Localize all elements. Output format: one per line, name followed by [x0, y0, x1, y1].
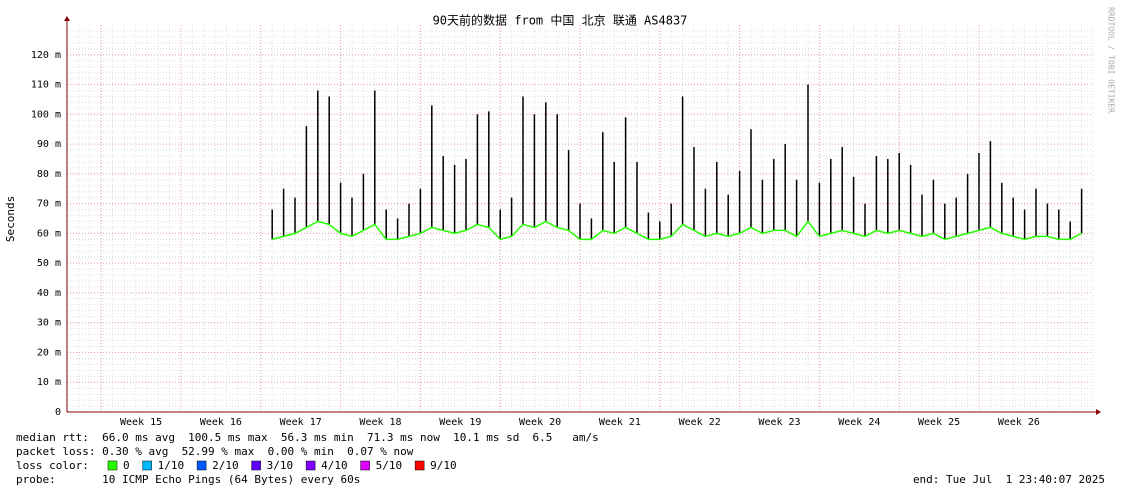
legend-swatch [142, 460, 152, 471]
y-tick-label: 30 m [37, 318, 61, 329]
x-tick-label: Week 23 [758, 417, 800, 428]
x-tick-label: Week 25 [918, 417, 960, 428]
legend-swatch [196, 460, 207, 471]
y-tick-label: 60 m [37, 228, 61, 239]
legend-label: 0 [123, 459, 130, 472]
legend-title: loss color: [16, 459, 89, 472]
y-tick-label: 80 m [37, 169, 61, 180]
y-tick-label: 110 m [31, 80, 61, 91]
chart-title: 90天前的数据 from 中国 北京 联通 AS4837 [433, 13, 688, 28]
x-tick-label: Week 22 [679, 417, 721, 428]
legend-swatch [251, 460, 261, 471]
x-tick-label: Week 16 [200, 417, 242, 428]
x-tick-label: Week 18 [359, 417, 401, 428]
legend-swatch [107, 460, 118, 471]
axis-arrow [64, 16, 70, 21]
legend-label: 5/10 [376, 459, 403, 472]
y-tick-label: 50 m [37, 258, 61, 269]
probe-info: probe: 10 ICMP Echo Pings (64 Bytes) eve… [16, 473, 360, 486]
x-tick-label: Week 24 [838, 417, 880, 428]
y-tick-label: 20 m [37, 347, 61, 358]
legend-label: 1/10 [158, 459, 185, 472]
y-tick-label: 100 m [31, 109, 61, 120]
legend-label: 3/10 [267, 459, 294, 472]
legend-label: 4/10 [321, 459, 348, 472]
x-tick-label: Week 26 [998, 417, 1040, 428]
stats-line: packet loss: 0.30 % avg 52.99 % max 0.00… [16, 445, 414, 458]
watermark: RRDTOOL / TOBI OETIKER [1107, 7, 1116, 113]
y-tick-label: 40 m [37, 288, 61, 299]
legend-swatch [360, 460, 370, 471]
legend-label: 9/10 [430, 459, 457, 472]
x-tick-label: Week 21 [599, 417, 641, 428]
stats-line: median rtt: 66.0 ms avg 100.5 ms max 56.… [16, 431, 599, 444]
legend-swatch [414, 460, 425, 471]
x-tick-label: Week 19 [439, 417, 481, 428]
legend-swatch [305, 460, 316, 471]
y-tick-label: 90 m [37, 139, 61, 150]
x-tick-label: Week 17 [280, 417, 322, 428]
y-tick-label: 120 m [31, 50, 61, 61]
y-tick-label: 70 m [37, 199, 61, 210]
median-line [272, 220, 1082, 241]
x-tick-label: Week 15 [120, 417, 162, 428]
y-tick-label: 0 [55, 407, 61, 418]
end-time: end: Tue Jul 1 23:40:07 2025 [913, 473, 1105, 486]
axis-arrow [1096, 409, 1101, 415]
y-tick-label: 10 m [37, 377, 61, 388]
legend-label: 2/10 [212, 459, 239, 472]
y-axis-label: Seconds [4, 196, 17, 242]
x-tick-label: Week 20 [519, 417, 561, 428]
